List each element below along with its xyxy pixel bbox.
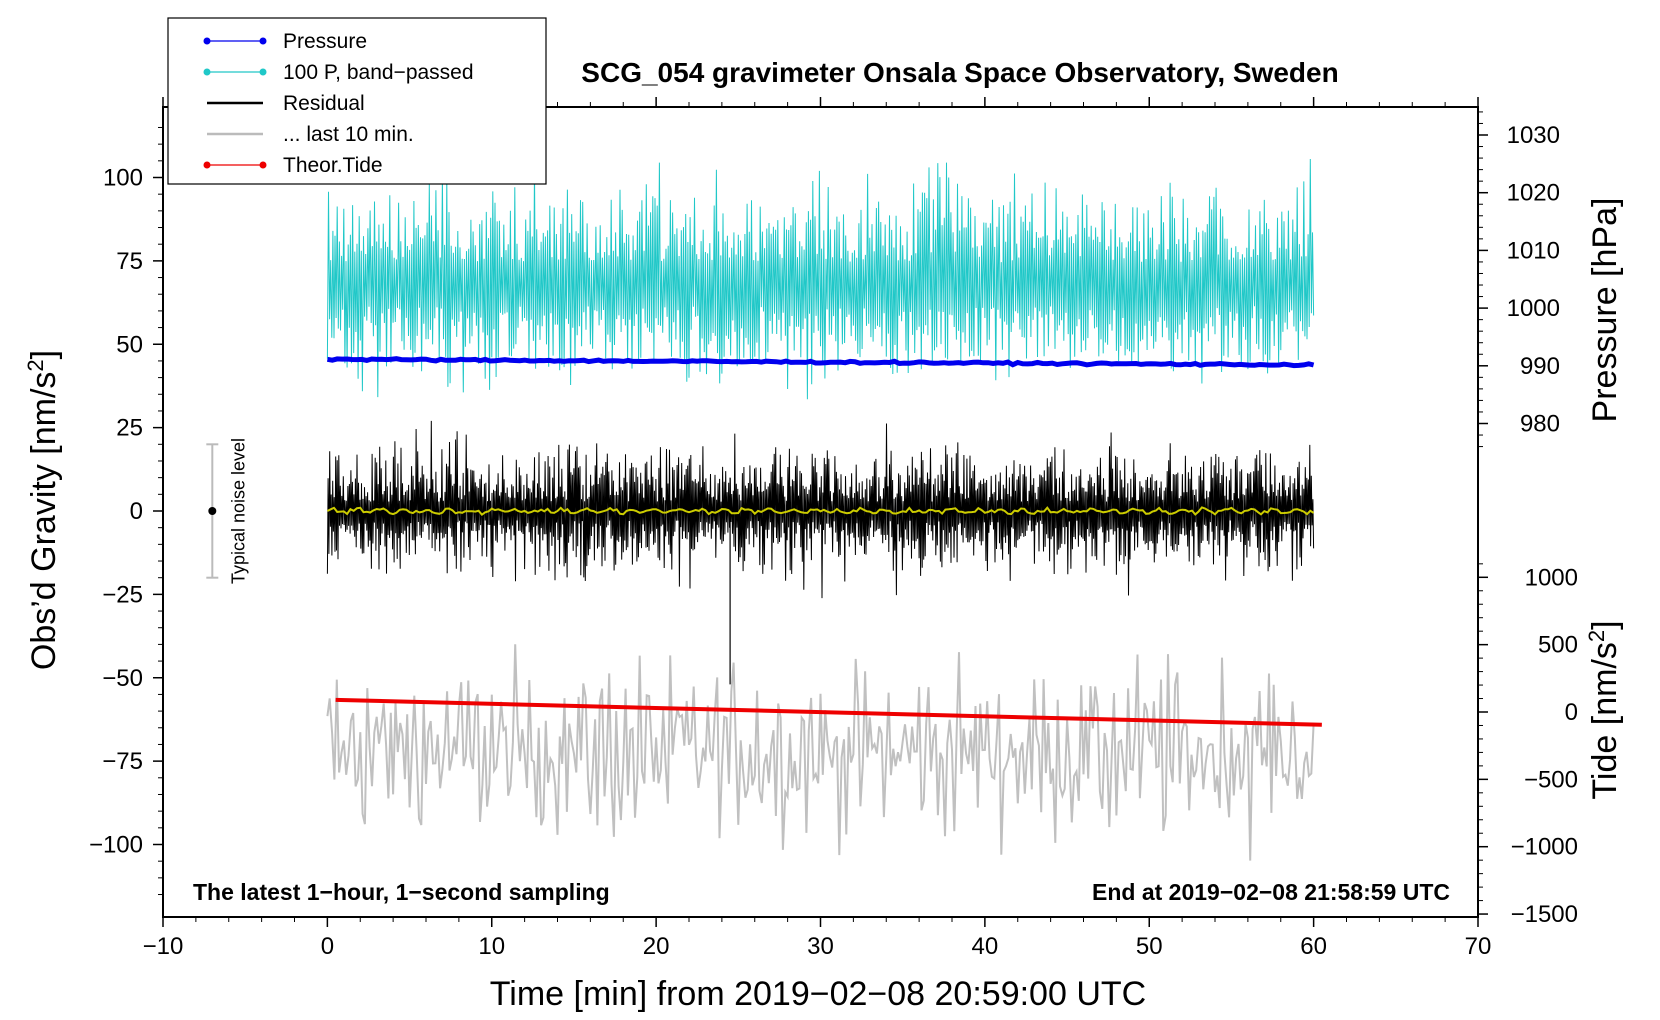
y-left-tick-label: 75 bbox=[116, 248, 143, 275]
x-tick-label: 60 bbox=[1300, 933, 1327, 960]
y-axis-label-tide: Tide [nm/s2] bbox=[1584, 620, 1624, 799]
series-band-passed-pressure-line bbox=[326, 158, 1315, 400]
legend-label: Theor.Tide bbox=[283, 154, 383, 177]
x-tick-label: −10 bbox=[143, 933, 184, 960]
legend-marker-left bbox=[203, 37, 211, 45]
tide-tick-label: 1000 bbox=[1525, 564, 1578, 591]
series-residual-smoothed-line bbox=[326, 506, 1315, 517]
tide-tick-label: −500 bbox=[1524, 766, 1578, 793]
x-tick-label: 50 bbox=[1136, 933, 1163, 960]
pressure-tick-label: 990 bbox=[1520, 353, 1560, 380]
legend-marker-right bbox=[259, 37, 267, 45]
series-last-10-min-line bbox=[326, 644, 1315, 861]
y-axis-label-pressure: Pressure [hPa] bbox=[1586, 198, 1624, 423]
series-residual-line bbox=[326, 420, 1315, 599]
y-axis-label-left-sup: 2 bbox=[23, 359, 48, 371]
legend-marker-right bbox=[259, 161, 267, 169]
series-theoretical-tide-line bbox=[335, 697, 1322, 727]
legend-marker-left bbox=[203, 68, 211, 76]
legend-marker-right bbox=[259, 68, 267, 76]
tide-tick-label: 0 bbox=[1565, 699, 1578, 726]
x-tick-label: 70 bbox=[1465, 933, 1492, 960]
x-axis-label: Time [min] from 2019−02−08 20:59:00 UTC bbox=[490, 975, 1146, 1013]
legend-items: Pressure 100 P, band−passed Residual ... la… bbox=[203, 30, 474, 177]
x-tick-label: 10 bbox=[478, 933, 505, 960]
legend-label: 100 P, band−passed bbox=[283, 61, 474, 84]
pressure-tick-label: 980 bbox=[1520, 411, 1560, 438]
legend-label: Residual bbox=[283, 92, 365, 115]
note-left: The latest 1−hour, 1−second sampling bbox=[193, 879, 610, 905]
y-left-tick-label: −75 bbox=[102, 748, 143, 775]
y-left-tick-label: 25 bbox=[116, 415, 143, 442]
y-left-tick-label: 50 bbox=[116, 331, 143, 358]
tide-tick-label: −1000 bbox=[1511, 834, 1578, 861]
x-tick-label: 0 bbox=[321, 933, 334, 960]
y-axis-label-left-main: Obs’d Gravity [nm/s bbox=[25, 372, 63, 671]
chart-title: SCG_054 gravimeter Onsala Space Observat… bbox=[581, 57, 1338, 88]
pressure-tick-label: 1020 bbox=[1507, 180, 1560, 207]
x-tick-label: 40 bbox=[972, 933, 999, 960]
y-left-tick-label: 0 bbox=[130, 498, 143, 525]
legend-marker-left bbox=[203, 161, 211, 169]
series-layer bbox=[326, 158, 1322, 861]
pressure-tick-label: 1000 bbox=[1507, 295, 1560, 322]
x-tick-label: 20 bbox=[643, 933, 670, 960]
tide-tick-label: −1500 bbox=[1511, 901, 1578, 928]
legend-box bbox=[167, 17, 547, 185]
legend: Pressure 100 P, band−passed Residual ... la… bbox=[167, 17, 547, 185]
legend-label: Pressure bbox=[283, 30, 367, 53]
y-axis-label-left-close: ] bbox=[25, 350, 63, 359]
noise-level-label: Typical noise level bbox=[228, 438, 248, 584]
pressure-tick-label: 1030 bbox=[1507, 122, 1560, 149]
y-left-tick-label: −100 bbox=[89, 832, 143, 859]
ticks-layer: −10 0 10 20 30 40 50 60 701007550250−25−50−75−10… bbox=[89, 97, 1578, 960]
y-axis-label-tide-main: Tide [nm/s bbox=[1586, 642, 1624, 799]
y-left-tick-label: −25 bbox=[102, 581, 143, 608]
y-axis-label-left: Obs’d Gravity [nm/s2] bbox=[23, 350, 63, 670]
noise-level-indicator: Typical noise level bbox=[206, 438, 248, 584]
tide-tick-label: 500 bbox=[1538, 632, 1578, 659]
y-left-tick-label: 100 bbox=[103, 165, 143, 192]
noise-center-dot bbox=[208, 507, 217, 515]
y-left-tick-label: −50 bbox=[102, 665, 143, 692]
y-axis-label-tide-close: ] bbox=[1586, 620, 1624, 629]
series-pressure-line bbox=[326, 356, 1315, 369]
note-right: End at 2019−02−08 21:58:59 UTC bbox=[1092, 879, 1450, 905]
x-tick-label: 30 bbox=[807, 933, 834, 960]
y-axis-label-tide-sup: 2 bbox=[1584, 630, 1609, 642]
legend-label: ... last 10 min. bbox=[283, 123, 414, 146]
pressure-tick-label: 1010 bbox=[1507, 237, 1560, 264]
